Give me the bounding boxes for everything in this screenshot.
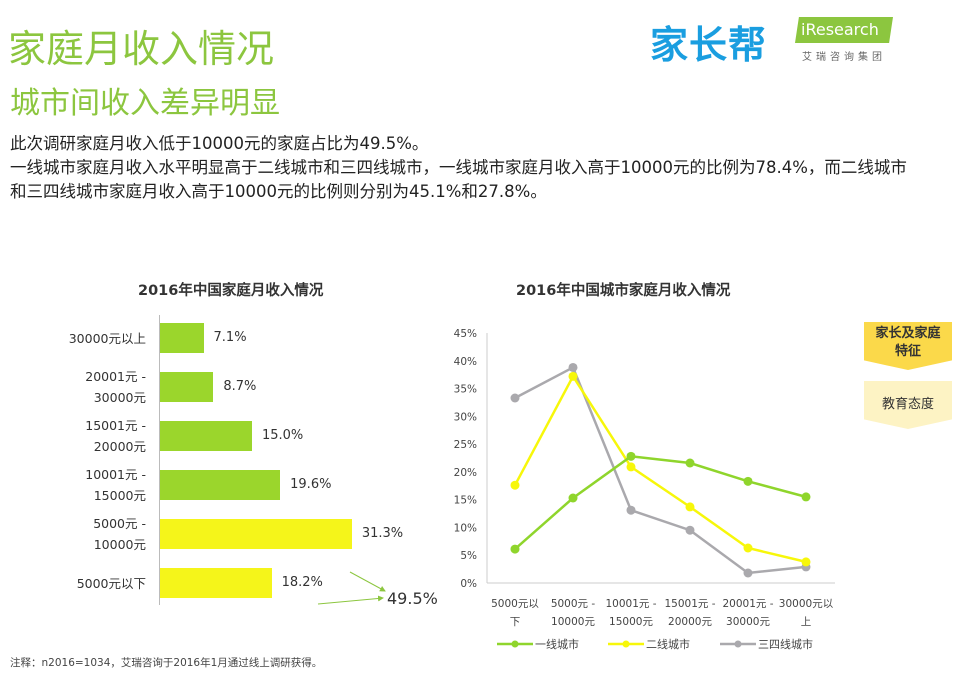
y-tick-label: 45%: [454, 328, 477, 340]
annotation-arrows: [317, 571, 386, 605]
bar-category-label: 15001元 - 20000元: [85, 418, 146, 454]
data-point: [568, 493, 578, 503]
data-point: [743, 568, 753, 578]
bar-category-label: 10001元 - 15000元: [85, 467, 146, 503]
y-tick-label: 0%: [460, 578, 477, 590]
x-tick-label: 10000元: [551, 616, 595, 628]
tab-label: 家长及家庭特征: [875, 326, 941, 359]
footnote: 注释：n2016=1034，艾瑞咨询于2016年1月通过线上调研获得。: [10, 657, 323, 669]
y-tick-label: 40%: [454, 356, 477, 368]
legend-label: 一线城市: [535, 637, 579, 651]
y-tick-label: 30%: [454, 411, 477, 423]
page-title: 家庭月收入情况: [8, 27, 275, 71]
y-tick-label: 35%: [454, 384, 477, 396]
data-point: [510, 544, 520, 554]
bar: [160, 372, 214, 402]
bar-value-label: 8.7%: [223, 379, 257, 394]
data-point: [801, 557, 811, 567]
data-point: [685, 525, 695, 535]
bar: [160, 470, 281, 500]
data-point: [510, 393, 520, 403]
bar-value-label: 19.6%: [290, 477, 332, 492]
x-tick-label: 15000元: [609, 616, 653, 628]
data-point: [626, 462, 636, 472]
y-tick-label: 15%: [454, 495, 477, 507]
y-tick-label: 5%: [460, 550, 477, 562]
bar-value-label: 31.3%: [361, 526, 404, 541]
data-point: [568, 362, 578, 372]
tab-label: 教育态度: [881, 397, 934, 412]
bar-value-label: 18.2%: [281, 575, 323, 590]
bar: [160, 568, 272, 598]
line-chart-title: 2016年中国城市家庭月收入情况: [516, 283, 731, 299]
x-tick-label: 20000元: [668, 616, 712, 628]
data-point: [510, 480, 520, 490]
legend-marker: [622, 640, 630, 648]
page-subtitle: 城市间收入差异明显: [10, 86, 280, 121]
data-point: [685, 458, 695, 468]
tab-education-attitude[interactable]: 教育态度: [864, 381, 952, 429]
bar-chart-title: 2016年中国家庭月收入情况: [138, 283, 324, 299]
x-tick-label: 5000元 -: [551, 598, 596, 610]
bar-category-label: 30000元以上: [68, 331, 146, 346]
y-tick-label: 20%: [454, 467, 477, 479]
data-point: [801, 492, 811, 502]
iresearch-logo: iResearch: [795, 17, 893, 43]
bar: [160, 323, 204, 353]
x-tick-label: 30000元以: [779, 598, 834, 610]
bar: [160, 519, 352, 549]
series-line: [514, 365, 807, 575]
legend-marker: [511, 640, 519, 648]
data-point: [685, 502, 695, 512]
legend-marker: [734, 640, 742, 648]
bar-value-label: 7.1%: [213, 330, 247, 345]
jiazhangbang-logo: 家长帮: [650, 23, 768, 67]
x-tick-label: 10001元 -: [605, 598, 656, 610]
bar-axis: [159, 315, 160, 605]
description: 此次调研家庭月收入低于10000元的家庭占比为49.5%。 一线城市家庭月收入水…: [10, 132, 910, 204]
legend-label: 三四线城市: [758, 637, 813, 651]
x-tick-label: 下: [510, 616, 521, 628]
tab-family-features[interactable]: 家长及家庭特征: [864, 322, 952, 370]
bar-category-label: 5000元 - 10000元: [93, 516, 146, 552]
iresearch-logo-sub: 艾瑞咨询集团: [802, 52, 886, 63]
bar-chart: 30000元以上 7.1% 20001元 - 30000元 8.7% 15001元 - …: [0, 310, 450, 610]
data-point: [626, 505, 636, 515]
y-tick-label: 25%: [454, 439, 477, 451]
bar: [160, 421, 252, 451]
legend-label: 二线城市: [646, 637, 690, 651]
description-line: 一线城市家庭月收入水平明显高于二线城市和三四线城市，一线城市家庭月收入高于100…: [10, 158, 907, 201]
bar-category-label: 20001元 - 30000元: [85, 369, 146, 405]
data-point: [626, 451, 636, 461]
x-tick-label: 15001元 -: [664, 598, 715, 610]
data-point: [568, 371, 578, 381]
line-chart: 0% 5% 10% 15% 20% 25% 30% 35% 40% 45% 5000元以下 5000元…: [454, 328, 835, 651]
x-tick-label: 5000元以: [491, 598, 539, 610]
description-line: 此次调研家庭月收入低于10000元的家庭占比为49.5%。: [10, 134, 429, 153]
y-tick-label: 10%: [454, 522, 477, 534]
series-line: [513, 373, 807, 564]
bar-category-label: 5000元以下: [76, 576, 146, 591]
data-point: [743, 476, 753, 486]
data-point: [743, 543, 753, 553]
total-annotation: 49.5%: [387, 589, 438, 608]
x-tick-label: 30000元: [726, 616, 770, 628]
x-tick-label: 20001元 -: [722, 598, 773, 610]
bar-value-label: 15.0%: [261, 428, 304, 443]
x-tick-label: 上: [801, 616, 812, 628]
series-line: [514, 455, 807, 551]
